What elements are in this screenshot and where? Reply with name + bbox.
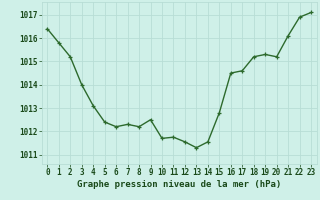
X-axis label: Graphe pression niveau de la mer (hPa): Graphe pression niveau de la mer (hPa): [77, 180, 281, 189]
